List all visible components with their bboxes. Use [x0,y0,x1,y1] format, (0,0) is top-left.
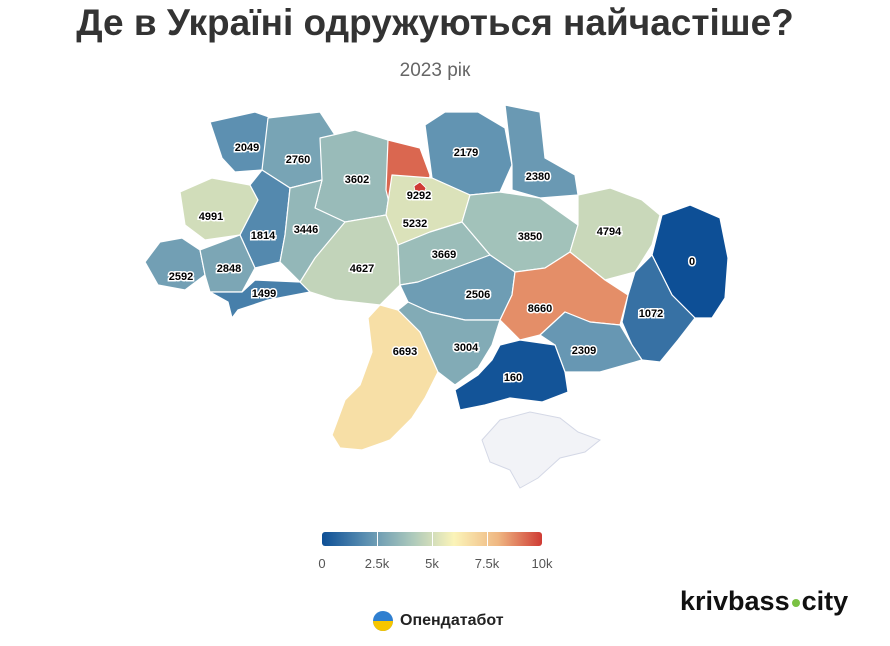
region-160[interactable] [454,339,569,411]
region-2592[interactable] [144,237,206,291]
chart-title: Де в Україні одружуються найчастіше? [76,2,794,43]
region-value-label: 160 [504,372,522,384]
legend-tick-label: 10k [531,556,553,571]
brand-name-right: city [801,586,849,616]
region-value-label: 3004 [454,342,479,354]
region-value-label: 2760 [286,154,310,166]
region-value-label: 4991 [199,211,223,223]
region-value-label: 8660 [528,303,552,315]
brand-dot-icon [791,599,800,607]
region-value-label: 2506 [466,289,490,301]
region-value-label: 5232 [403,218,427,230]
region-4627[interactable] [299,214,401,306]
brand-name-left: krivbass [680,586,790,616]
brand-logo: krivbass city [680,586,848,617]
region-value-label: 4627 [350,263,374,275]
region-value-label: 2592 [169,271,193,283]
legend-tick-mark [377,532,378,546]
region-value-label: 1072 [639,308,663,320]
region-value-label: 2309 [572,345,596,357]
region-3004[interactable] [397,301,501,386]
region-value-label: 9292 [407,190,431,202]
region-value-label: 3669 [432,249,456,261]
labels-layer: 2049 2760 3602 9292 2179 2380 4991 1814 3446 5232… [167,141,696,386]
region-value-label: 2179 [454,147,478,159]
region-value-label: 3850 [518,231,542,243]
region-value-label: 2848 [217,263,241,275]
legend-tick-label: 7.5k [474,556,500,571]
region-value-label: 1499 [252,288,276,300]
region-value-label: 2049 [235,142,259,154]
opendatabot-logo-icon [373,611,393,631]
legend-tick-label: 0 [318,556,326,571]
legend-tick-mark [487,532,488,546]
legend-tick-mark [432,532,433,546]
source-name: Опендатабот [400,612,504,629]
region-1072[interactable] [621,254,696,363]
region-crimea-no-data [481,411,602,489]
regions-layer [144,104,729,489]
region-value-label: 2380 [526,171,550,183]
chart-subtitle: 2023 рік [399,60,471,81]
region-4794[interactable] [569,187,661,281]
color-legend: 0 2.5k 5k 7.5k 10k [318,532,552,571]
region-1499[interactable] [209,279,311,319]
source-credit: Опендатабот [372,608,504,634]
legend-tick-label: 5k [425,556,439,571]
region-value-label: 6693 [393,346,417,358]
legend-tick-label: 2.5k [364,556,390,571]
region-2380[interactable] [504,104,579,199]
region-kyiv-city[interactable] [413,181,427,199]
region-value-label: 1814 [251,230,276,242]
region-value-label: 0 [689,256,695,268]
region-value-label: 3602 [345,174,369,186]
region-value-label: 4794 [597,226,622,238]
region-value-label: 3446 [294,224,318,236]
